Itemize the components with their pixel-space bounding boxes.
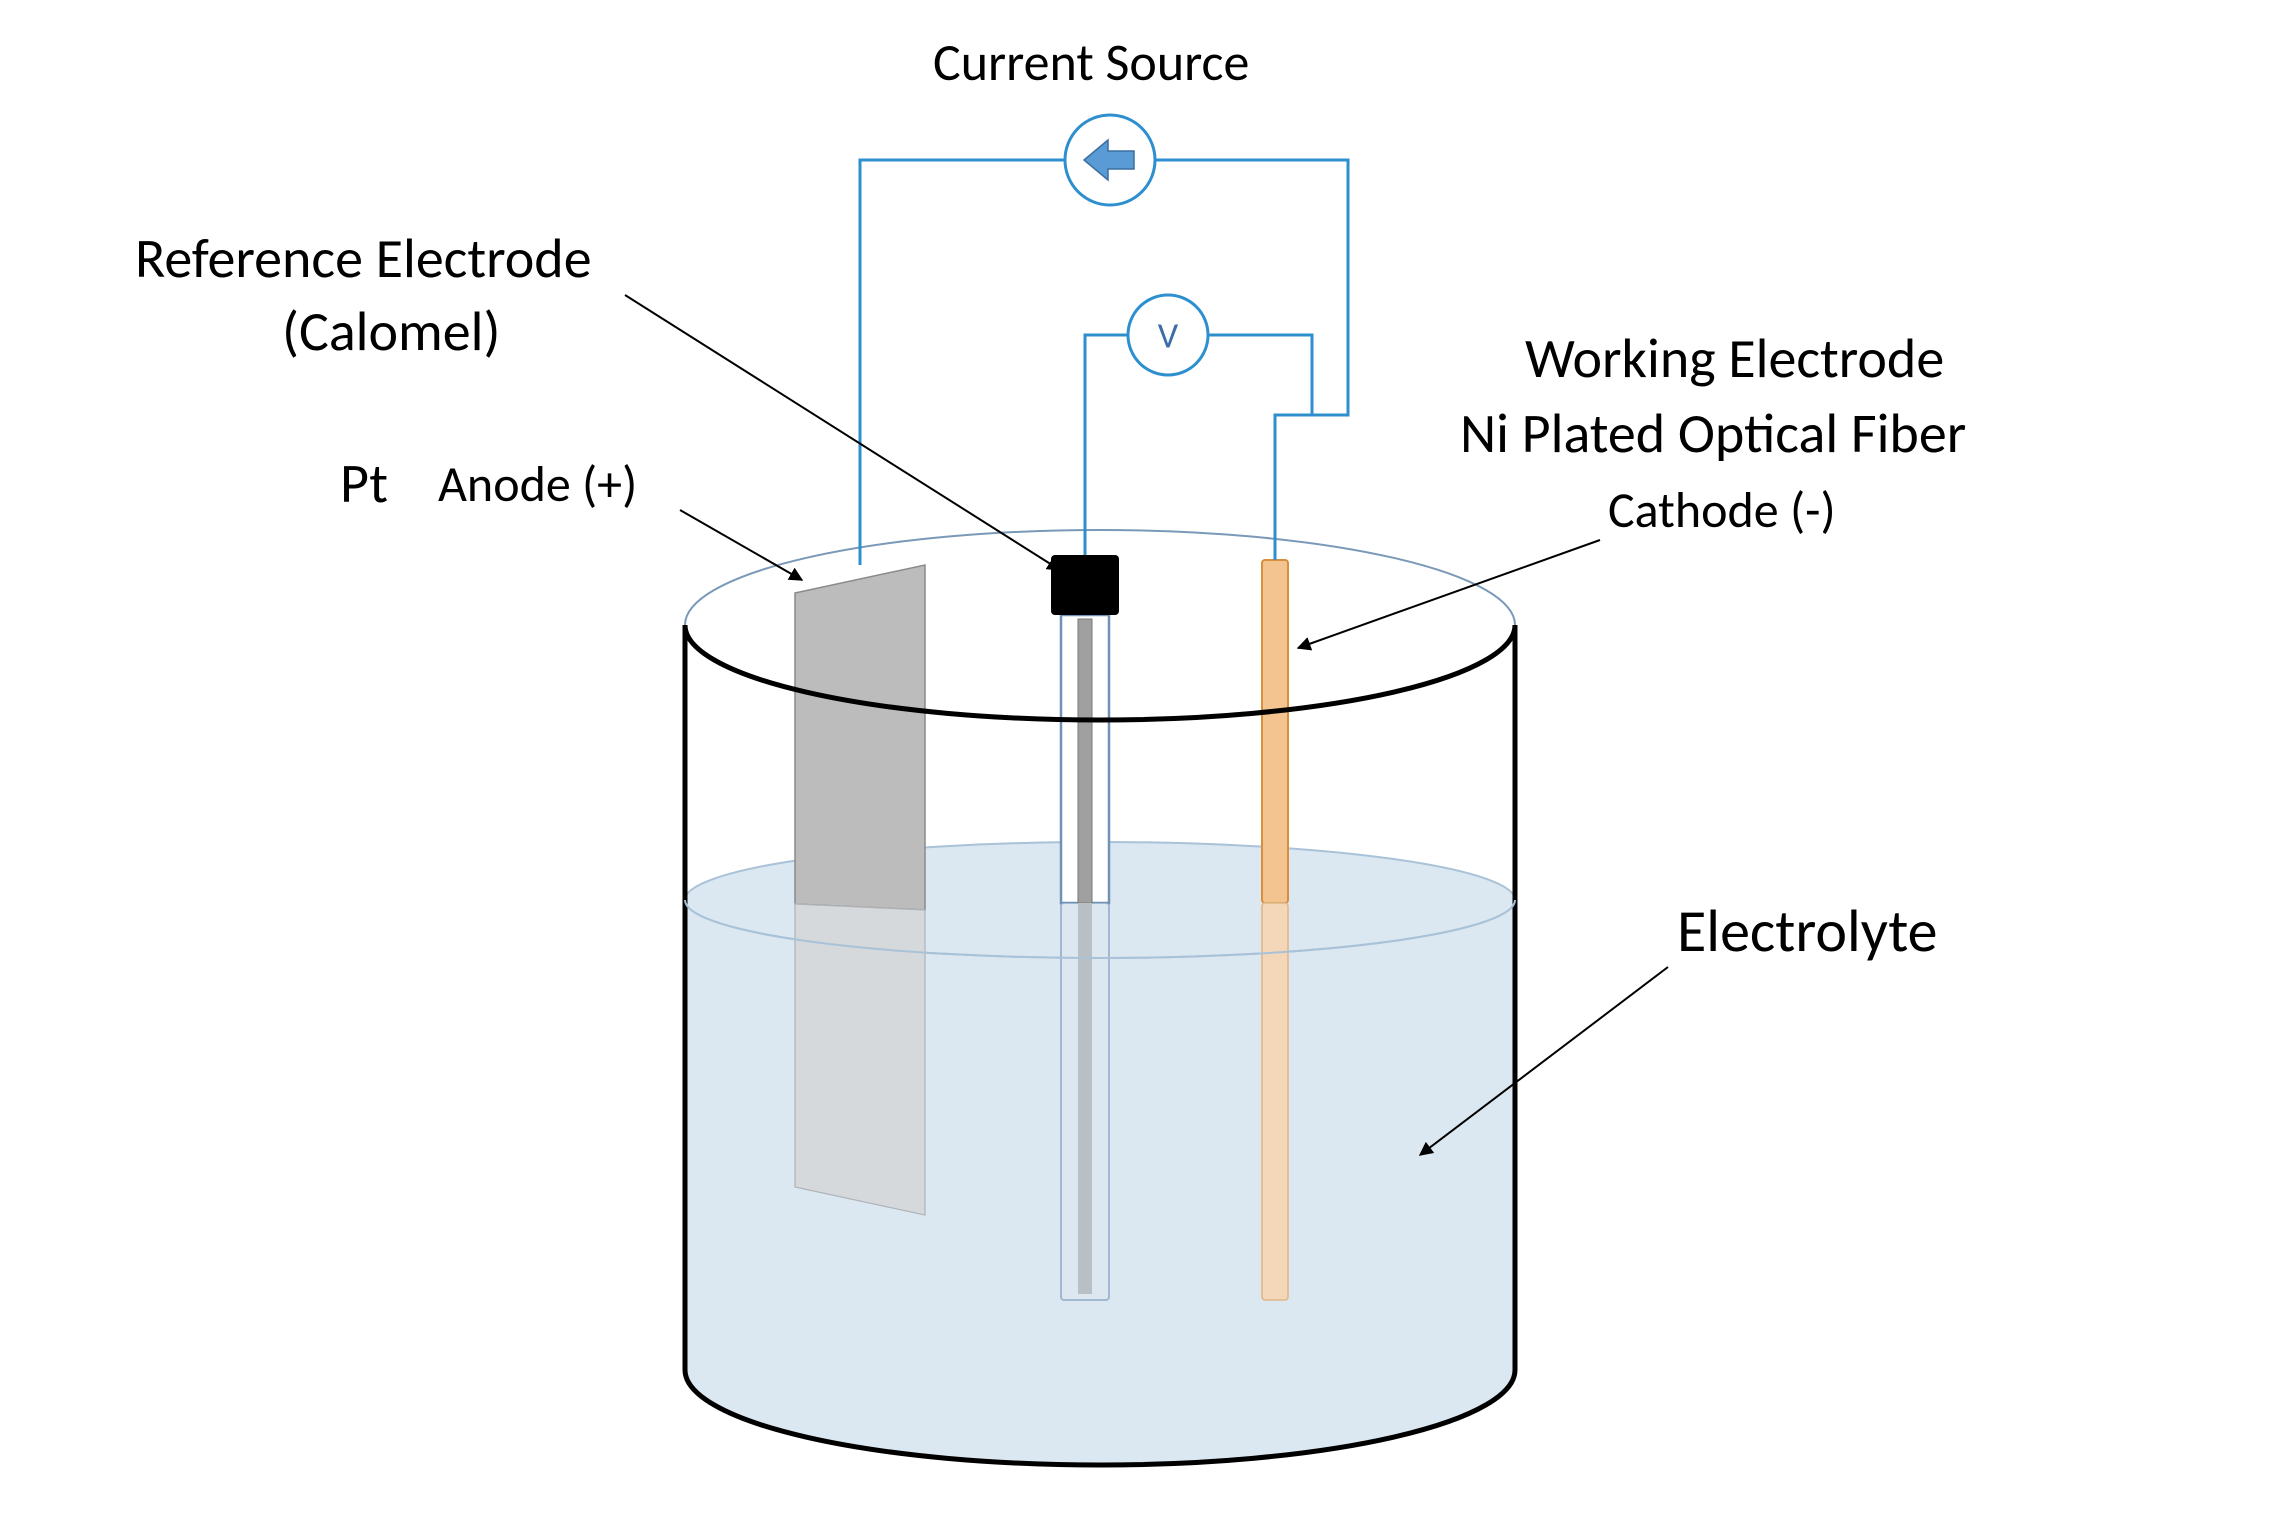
working-electrode-top (1262, 560, 1288, 903)
voltmeter-label: V (1158, 314, 1179, 358)
wire-fiber-to-voltmeter (1208, 335, 1312, 415)
reference-core-top (1078, 619, 1092, 903)
pointer-anode (680, 510, 802, 580)
wire-anode-to-current (860, 160, 1065, 565)
reference-cap (1051, 555, 1119, 615)
reference-core-submerged (1078, 903, 1092, 1294)
working-electrode-submerged (1262, 903, 1288, 1300)
pointer-cathode (1298, 540, 1600, 648)
pointer-ref (625, 295, 1060, 570)
anode-plate-top (795, 565, 925, 910)
diagram-canvas: V (0, 0, 2295, 1535)
wire-reference-to-voltmeter (1085, 335, 1128, 555)
